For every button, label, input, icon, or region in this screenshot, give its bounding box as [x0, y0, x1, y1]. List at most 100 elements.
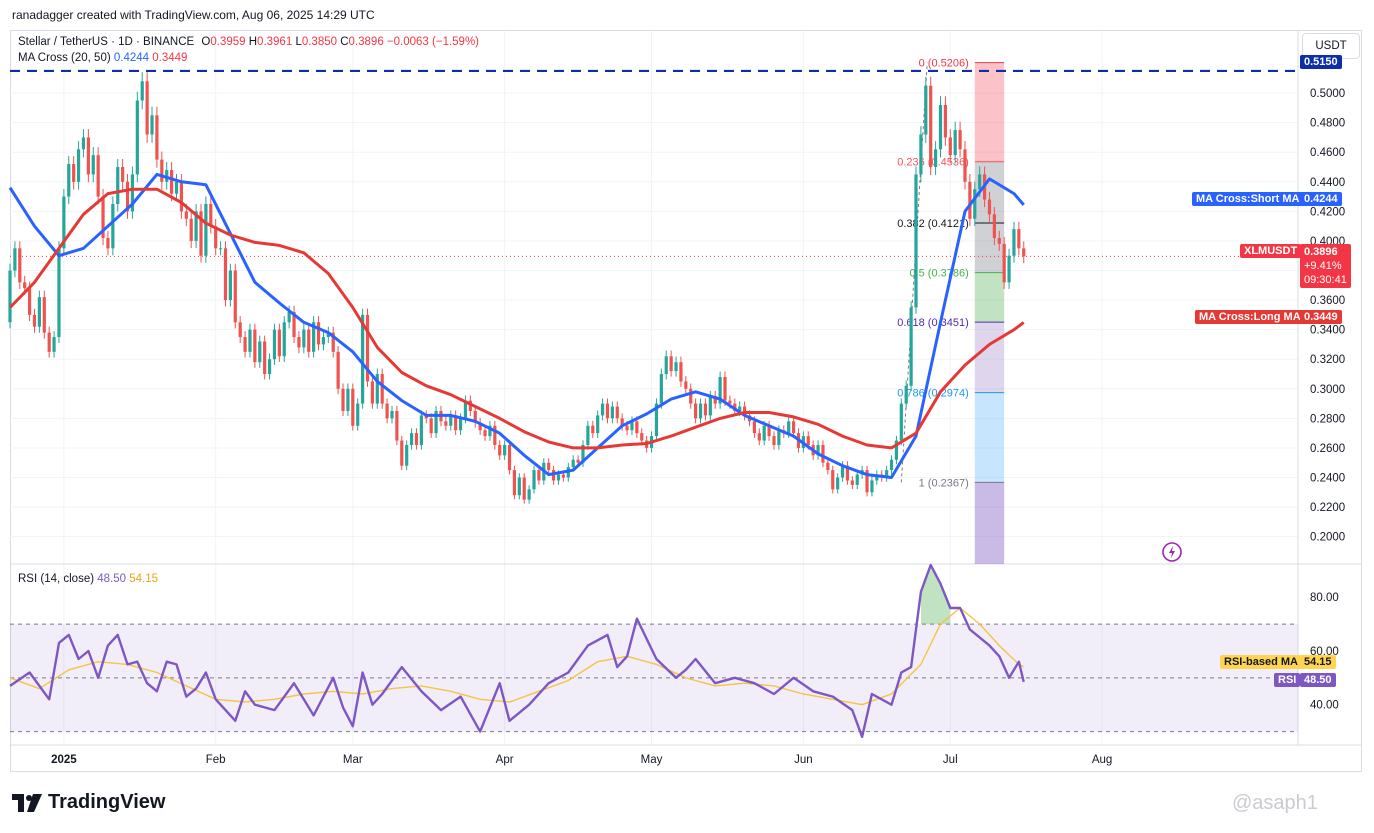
rsi-legend[interactable]: RSI (14, close) 48.50 54.15 [18, 573, 158, 585]
candle-body [845, 465, 850, 481]
candle-body [674, 362, 678, 372]
candle-body [806, 436, 810, 445]
ma-legend[interactable]: MA Cross (20, 50) 0.4244 0.3449 [18, 52, 187, 64]
candle-body [547, 462, 551, 471]
candle-body [630, 421, 634, 431]
candle-body [297, 337, 301, 348]
candle-body [933, 149, 938, 168]
rsi-tick-label: 60.00 [1310, 646, 1339, 658]
candle-body [777, 430, 781, 445]
candle-body [640, 433, 644, 441]
candle-body [287, 311, 291, 323]
price-tick-label: 0.5000 [1310, 88, 1345, 100]
candle-body [929, 85, 933, 168]
candle-body [610, 406, 614, 419]
candle-body [86, 137, 90, 175]
candle-body [654, 403, 659, 437]
long-ma-line [8, 187, 1025, 450]
candle-body [943, 104, 947, 138]
candle-body [463, 400, 468, 419]
bar-countdown: 09:30:41 [1304, 274, 1347, 286]
candle-body [503, 444, 507, 456]
candle-body [72, 164, 76, 182]
candle-body [625, 425, 629, 431]
symbol-legend[interactable]: Stellar / TetherUS · 1D · BINANCE O0.395… [18, 36, 479, 48]
price-tick-label: 0.2800 [1310, 413, 1345, 425]
candle-body [67, 164, 71, 197]
candle-body [145, 81, 149, 135]
candle-body [52, 337, 56, 352]
candle-body [728, 400, 732, 404]
time-tick-label: Mar [343, 754, 363, 766]
fib-level-label: 0.382 (0.4121) [897, 218, 969, 230]
candle-body [351, 388, 355, 426]
candle-body [904, 385, 908, 404]
candle-body [968, 181, 972, 219]
candle-body [449, 415, 453, 426]
candle-body [214, 226, 218, 249]
ohlc-low: 0.3850 [301, 36, 338, 48]
candle-body [248, 329, 252, 352]
candle-body [1007, 255, 1011, 283]
ohlc-high-label: H [248, 36, 258, 48]
short-ma-price-tag: 0.4244 [1300, 192, 1342, 206]
time-tick-label: May [641, 754, 663, 766]
candle-body [160, 159, 164, 182]
ohlc-open-label: O [201, 36, 211, 48]
price-tick-label: 0.3600 [1310, 295, 1345, 307]
candle-body [326, 332, 330, 338]
candle-body [591, 425, 595, 434]
alert-icon[interactable] [1160, 540, 1184, 569]
candle-body [111, 203, 115, 249]
candle-body [405, 444, 409, 466]
candle-body [978, 174, 982, 190]
candle-body [483, 430, 487, 437]
candle-body [155, 115, 159, 160]
candle-body [361, 314, 365, 404]
candle-body [375, 374, 379, 404]
candle-body [987, 199, 992, 215]
candle-body [258, 341, 262, 363]
price-tick-label: 0.4600 [1310, 147, 1345, 159]
candle-body [233, 270, 237, 323]
candle-body [478, 422, 482, 431]
candle-body [723, 376, 727, 401]
rsi-ma-legend-value: 54.15 [129, 573, 159, 585]
candle-body [282, 322, 286, 357]
candle-body [91, 155, 95, 175]
candle-body [228, 270, 232, 301]
candle-body [101, 196, 105, 238]
candle-body [581, 444, 585, 463]
fib-level-label: 1 (0.2367) [919, 477, 969, 489]
candle-body [948, 137, 952, 156]
time-tick-label: Apr [496, 754, 514, 766]
candle-body [498, 444, 502, 456]
fib-zone [974, 322, 1005, 393]
fib-extension-zone [974, 482, 1005, 564]
candle-body [42, 297, 46, 333]
candle-body [409, 433, 414, 445]
candle-body [76, 149, 81, 182]
last-price: 0.3896 [1304, 246, 1338, 258]
candle-body [253, 329, 257, 363]
candle-body [444, 421, 448, 426]
price-tick-label: 0.2600 [1310, 443, 1345, 455]
candle-body [816, 444, 820, 456]
tradingview-logo: TradingView [12, 791, 165, 814]
candle-body [390, 410, 394, 419]
candle-body [130, 174, 135, 212]
fib-level-label: 0.5 (0.3786) [909, 268, 968, 280]
rsi-label-tag: RSI [1274, 673, 1301, 687]
candle-body [855, 474, 859, 485]
chart-credit: ranadagger created with TradingView.com,… [12, 8, 375, 22]
candle-body [32, 314, 37, 327]
rsi-ma-line [9, 607, 1025, 706]
rsi-legend-label: RSI (14, close) [18, 573, 95, 585]
candle-body [762, 425, 766, 441]
price-tick-label: 0.3200 [1310, 354, 1345, 366]
candle-body [493, 425, 497, 445]
ma-long-value: 0.3449 [152, 52, 188, 64]
rsi-overbought-fill [920, 565, 951, 625]
candle-body [635, 421, 639, 434]
